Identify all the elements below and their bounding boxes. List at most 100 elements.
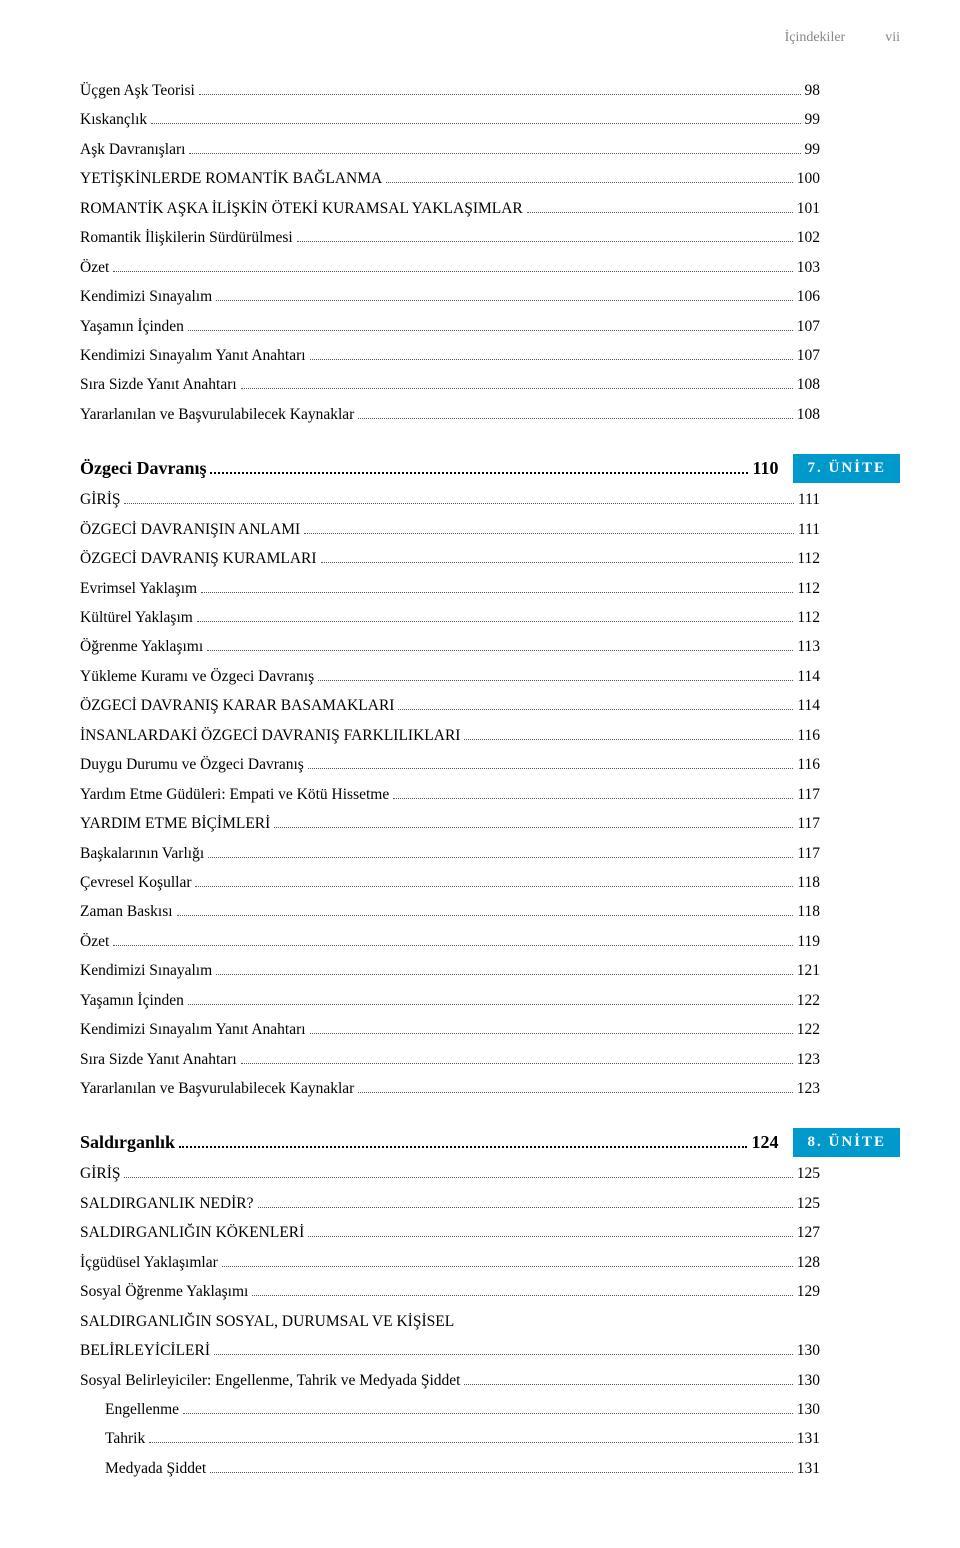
toc-dots	[183, 1405, 793, 1414]
toc-page: 130	[797, 1336, 820, 1365]
toc-page: 125	[797, 1159, 820, 1188]
toc-row: Tahrik131	[80, 1424, 820, 1453]
toc-page: 108	[797, 400, 820, 429]
toc-row: Romantik İlişkilerin Sürdürülmesi 102	[80, 223, 820, 252]
chapter-7-row: Özgeci Davranış 110 7. ÜNİTE	[80, 454, 900, 483]
toc-label: SALDIRGANLIĞIN KÖKENLERİ	[80, 1218, 304, 1247]
toc-label: Sıra Sizde Yanıt Anahtarı	[80, 1045, 237, 1074]
toc-label: Yararlanılan ve Başvurulabilecek Kaynakl…	[80, 1074, 354, 1103]
toc-row: BELİRLEYİCİLERİ130	[80, 1336, 820, 1365]
toc-label: SALDIRGANLIĞIN SOSYAL, DURUMSAL VE KİŞİS…	[80, 1307, 454, 1336]
chapter-8-row: Saldırganlık 124 8. ÜNİTE	[80, 1128, 900, 1157]
toc-label: Sıra Sizde Yanıt Anahtarı	[80, 370, 237, 399]
toc-row: Medyada Şiddet 131	[80, 1454, 820, 1483]
toc-row: Çevresel Koşullar 118	[80, 868, 820, 897]
chapter-8-content: Saldırganlık 124	[80, 1132, 778, 1153]
header-page-numeral: vii	[885, 30, 900, 46]
toc-dots	[310, 351, 793, 360]
toc-row: Engellenme 130	[80, 1395, 820, 1424]
toc-dots	[216, 966, 793, 975]
toc-row: İNSANLARDAKİ ÖZGECİ DAVRANIŞ FARKLILIKLA…	[80, 721, 820, 750]
toc-row: Duygu Durumu ve Özgeci Davranış116	[80, 750, 820, 779]
toc-label: Çevresel Koşullar	[80, 868, 191, 897]
toc-row: SALDIRGANLIĞIN SOSYAL, DURUMSAL VE KİŞİS…	[80, 1307, 820, 1336]
toc-page: 119	[797, 927, 820, 956]
toc-page: 131	[797, 1454, 820, 1483]
toc-row: GİRİŞ 111	[80, 485, 820, 514]
toc-row: Zaman Baskısı 118	[80, 897, 820, 926]
chapter-7-content: Özgeci Davranış 110	[80, 458, 778, 479]
toc-dots	[208, 848, 793, 857]
toc-row: Sıra Sizde Yanıt Anahtarı 108	[80, 370, 820, 399]
toc-dots	[464, 1375, 792, 1384]
toc-label: İçgüdüsel Yaklaşımlar	[80, 1248, 218, 1277]
toc-page: 130	[797, 1395, 820, 1424]
toc-dots	[151, 115, 800, 124]
toc-page: 118	[797, 897, 820, 926]
toc-label: Kendimizi Sınayalım Yanıt Anahtarı	[80, 341, 306, 370]
toc-label: Sosyal Öğrenme Yaklaşımı	[80, 1277, 248, 1306]
toc-label: Sosyal Belirleyiciler: Engellenme, Tahri…	[80, 1366, 460, 1395]
toc-section-3: GİRİŞ125SALDIRGANLIK NEDİR?125SALDIRGANL…	[80, 1159, 900, 1483]
toc-label: GİRİŞ	[80, 1159, 120, 1188]
toc-label: Özet	[80, 253, 109, 282]
toc-label: Yaşamın İçinden	[80, 312, 184, 341]
toc-page: 107	[797, 312, 820, 341]
toc-row: Yaşamın İçinden 107	[80, 312, 820, 341]
toc-page: 99	[805, 105, 821, 134]
toc-page: 130	[797, 1366, 820, 1395]
toc-page: 111	[798, 485, 820, 514]
toc-row: Kıskançlık99	[80, 105, 820, 134]
toc-row: Kendimizi Sınayalım Yanıt Anahtarı107	[80, 341, 820, 370]
toc-row: Kendimizi Sınayalım 121	[80, 956, 820, 985]
toc-dots	[252, 1287, 792, 1296]
toc-page: 121	[797, 956, 820, 985]
toc-page: 102	[797, 223, 820, 252]
toc-label: Romantik İlişkilerin Sürdürülmesi	[80, 223, 293, 252]
toc-dots	[113, 937, 793, 946]
toc-dots	[308, 1228, 792, 1237]
toc-page: 112	[797, 574, 820, 603]
toc-page: 123	[797, 1074, 820, 1103]
toc-label: Yükleme Kuramı ve Özgeci Davranış	[80, 662, 314, 691]
toc-page: 131	[797, 1424, 820, 1453]
toc-label: GİRİŞ	[80, 485, 120, 514]
toc-row: GİRİŞ 125	[80, 1159, 820, 1188]
toc-page: 113	[797, 632, 820, 661]
toc-dots	[321, 554, 794, 563]
toc-page: 112	[797, 544, 820, 573]
toc-label: Yaşamın İçinden	[80, 986, 184, 1015]
toc-dots	[358, 1084, 792, 1093]
toc-dots	[124, 495, 793, 504]
toc-dots	[216, 292, 793, 301]
toc-page: 114	[797, 691, 820, 720]
toc-page: 117	[797, 780, 820, 809]
chapter-dots	[179, 1146, 747, 1148]
header-title: İçindekiler	[785, 30, 846, 46]
toc-row: Özet119	[80, 927, 820, 956]
toc-label: Engellenme	[80, 1395, 179, 1424]
toc-label: Zaman Baskısı	[80, 897, 173, 926]
toc-page: 129	[797, 1277, 820, 1306]
toc-label: Kendimizi Sınayalım	[80, 956, 212, 985]
toc-label: YARDIM ETME BİÇİMLERİ	[80, 809, 270, 838]
toc-page: 116	[797, 721, 820, 750]
toc-page: 103	[797, 253, 820, 282]
toc-dots	[308, 760, 793, 769]
toc-page: 101	[797, 194, 820, 223]
toc-label: Medyada Şiddet	[80, 1454, 206, 1483]
toc-row: Yararlanılan ve Başvurulabilecek Kaynakl…	[80, 1074, 820, 1103]
toc-dots	[197, 613, 794, 622]
toc-label: Duygu Durumu ve Özgeci Davranış	[80, 750, 304, 779]
toc-label: Evrimsel Yaklaşım	[80, 574, 197, 603]
toc-dots	[386, 174, 793, 183]
toc-page: 100	[797, 164, 820, 193]
toc-row: Kendimizi Sınayalım Yanıt Anahtarı122	[80, 1015, 820, 1044]
toc-dots	[188, 321, 793, 330]
toc-page: 108	[797, 370, 820, 399]
toc-dots	[113, 262, 792, 271]
toc-dots	[199, 86, 801, 95]
toc-page: 128	[797, 1248, 820, 1277]
toc-page: 118	[797, 868, 820, 897]
toc-dots	[222, 1257, 793, 1266]
